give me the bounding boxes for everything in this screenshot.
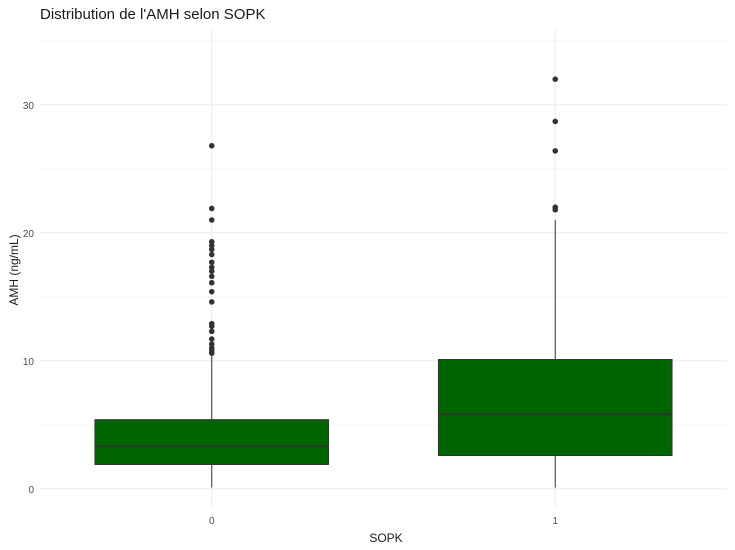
outlier-point [208, 320, 215, 327]
outlier-point [208, 246, 215, 253]
boxplot-0 [94, 142, 330, 488]
y-tick-label: 30 [23, 101, 35, 112]
outlier-point [552, 148, 559, 154]
outlier-point [208, 238, 215, 245]
y-tick-label: 10 [23, 357, 35, 368]
boxplot-1 [437, 76, 673, 488]
outlier-point [208, 328, 215, 335]
outlier-point [552, 76, 559, 82]
outlier-point [208, 345, 215, 351]
y-tick-label: 20 [23, 229, 35, 240]
outlier-point [208, 336, 215, 342]
outlier-point [208, 242, 215, 249]
outlier-point [552, 118, 559, 125]
outlier-point [208, 273, 215, 280]
box [437, 359, 673, 457]
outlier-point [208, 279, 215, 286]
outlier-point [208, 142, 215, 149]
outlier-point [208, 251, 215, 258]
box [94, 419, 330, 465]
y-axis-label: AMH (ng/mL) [7, 234, 21, 305]
outlier-point [208, 299, 215, 305]
outlier-point [208, 288, 215, 295]
outlier-point [552, 204, 559, 210]
outlier-point [208, 268, 215, 275]
outlier-point [208, 217, 215, 223]
outlier-point [208, 264, 215, 271]
x-tick-label: 0 [209, 516, 215, 527]
outlier-point [208, 259, 215, 266]
y-axis-ticks: 0 10 20 30 [23, 101, 35, 496]
x-tick-label: 1 [552, 516, 558, 527]
chart-title: Distribution de l'AMH selon SOPK [40, 6, 265, 23]
outlier-point [208, 341, 215, 347]
y-tick-label: 0 [28, 485, 34, 496]
outlier-point [208, 205, 215, 212]
x-axis-label: SOPK [369, 531, 402, 545]
boxplots [94, 76, 673, 488]
